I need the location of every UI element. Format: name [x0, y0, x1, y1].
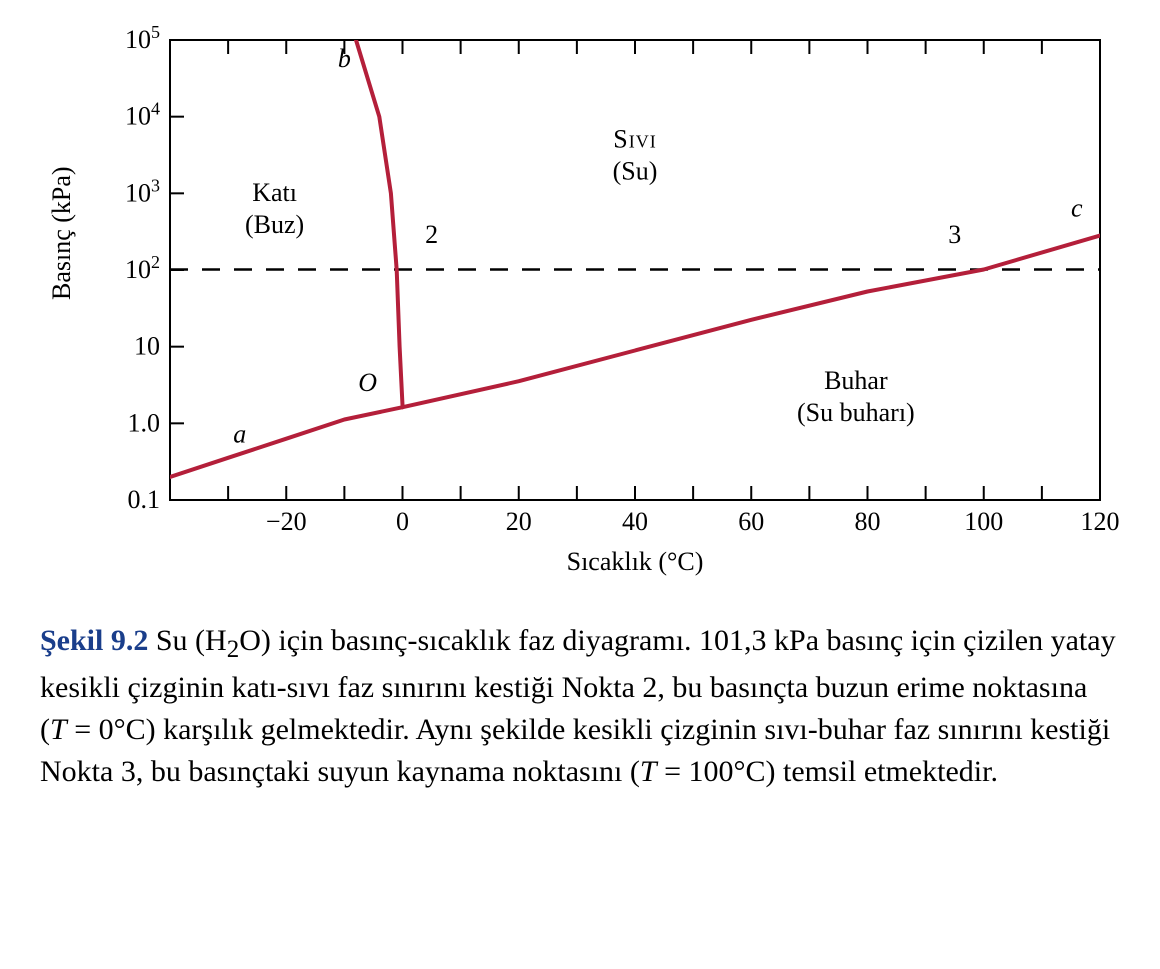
- x-tick-label: 60: [738, 507, 764, 536]
- x-tick-label: 0: [396, 507, 409, 536]
- x-tick-label: 20: [506, 507, 532, 536]
- vaporization-curve: [403, 236, 1100, 408]
- point-label: c: [1071, 193, 1083, 222]
- y-tick-label: 0.1: [128, 485, 161, 514]
- point-label: 2: [425, 220, 438, 249]
- x-tick-label: 100: [964, 507, 1003, 536]
- point-label: 3: [948, 220, 961, 249]
- point-label: a: [233, 420, 246, 449]
- page: −20 0 20 40 60 80 100 120 Sıcaklık (°C) 0.1 1.0 10 1…: [0, 0, 1160, 969]
- x-axis-label: Sıcaklık (°C): [567, 547, 704, 576]
- caption-text: Su (H2O) için basınç-sıcaklık faz diyagr…: [40, 624, 1116, 788]
- y-tick-label: 103: [125, 175, 160, 207]
- y-tick-label: 104: [125, 99, 160, 131]
- sublimation-curve: [170, 407, 403, 477]
- point-label: O: [358, 368, 377, 397]
- x-tick-label: 120: [1081, 507, 1120, 536]
- y-tick-label: 1.0: [128, 408, 161, 437]
- x-tick-label: −20: [266, 507, 307, 536]
- y-tick-label: 102: [125, 252, 160, 284]
- x-tick-label: 80: [855, 507, 881, 536]
- phase-diagram-chart: −20 0 20 40 60 80 100 120 Sıcaklık (°C) 0.1 1.0 10 1…: [40, 20, 1120, 580]
- region-label: Buhar: [824, 366, 888, 395]
- region-sublabel: (Su buharı): [797, 398, 915, 427]
- fusion-curve: [356, 40, 403, 407]
- region-label: Sıvı: [613, 124, 656, 153]
- region-label: Katı: [252, 178, 297, 207]
- y-axis-label: Basınç (kPa): [47, 166, 76, 300]
- y-tick-label: 105: [125, 22, 160, 54]
- point-label: b: [338, 44, 351, 73]
- region-sublabel: (Su): [613, 156, 658, 185]
- region-sublabel: (Buz): [245, 210, 304, 239]
- y-tick-label: 10: [134, 332, 160, 361]
- figure-label: Şekil 9.2: [40, 624, 148, 657]
- x-tick-label: 40: [622, 507, 648, 536]
- figure-caption: Şekil 9.2 Su (H2O) için basınç-sıcaklık …: [40, 620, 1120, 793]
- chart-svg: −20 0 20 40 60 80 100 120 Sıcaklık (°C) 0.1 1.0 10 1…: [40, 20, 1120, 580]
- phase-curves: [170, 40, 1100, 477]
